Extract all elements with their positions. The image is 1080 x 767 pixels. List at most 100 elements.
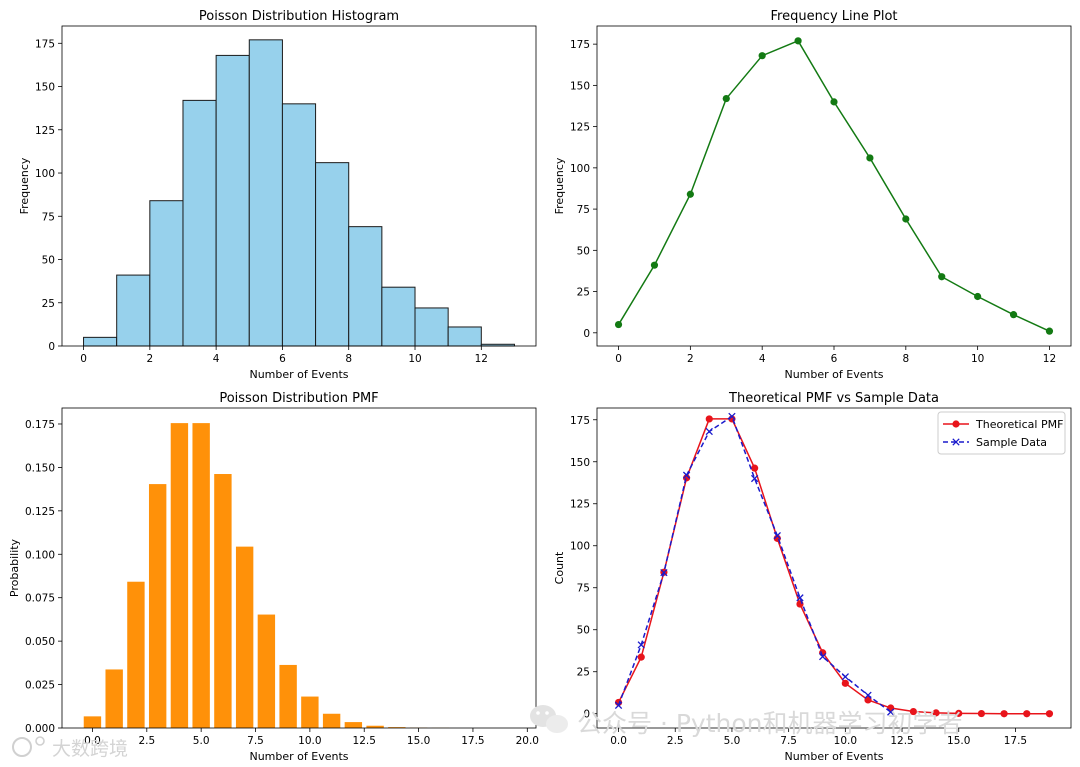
y-tick-label: 50	[577, 625, 590, 637]
sample-data-line	[617, 415, 892, 713]
histogram-bar	[182, 99, 217, 347]
pmf-bar	[344, 722, 363, 728]
x-tick-label: 6	[831, 353, 838, 365]
y-tick-label: 125	[570, 499, 590, 511]
x-axis-label: Number of Events	[249, 368, 348, 381]
sample-data-point	[614, 701, 623, 709]
pmf-bar	[301, 696, 319, 728]
x-tick-label: 8	[902, 353, 909, 365]
y-tick-label: 150	[35, 82, 55, 94]
y-tick-label: 0.075	[25, 593, 55, 605]
sample-data-point	[864, 691, 872, 699]
legend-label: Sample Data	[976, 436, 1047, 449]
watermark-text: 公众号 · Python和机器学习初学者	[577, 709, 963, 738]
pmf-bar	[127, 581, 145, 728]
x-tick-label: 17.5	[461, 735, 484, 747]
frequency-point	[650, 261, 659, 269]
theoretical-pmf-point	[705, 415, 713, 423]
histogram-bar	[447, 326, 482, 347]
frequency-point	[830, 98, 838, 106]
frequency-point	[1045, 327, 1054, 335]
histogram-bar	[281, 103, 317, 347]
x-tick-label: 0	[80, 353, 87, 365]
x-tick-label: 7.5	[780, 735, 797, 747]
sample-data-point	[887, 708, 895, 716]
x-tick-label: 2	[146, 353, 153, 365]
chart-title: Theoretical PMF vs Sample Data	[728, 391, 939, 406]
y-tick-label: 100	[35, 168, 55, 180]
axes-frame	[596, 407, 1072, 729]
x-tick-label: 4	[213, 353, 220, 365]
theoretical-pmf-point	[751, 464, 759, 472]
x-tick-label: 10	[971, 353, 984, 365]
y-tick-label: 175	[35, 38, 55, 50]
pmf-bar	[148, 484, 167, 728]
theoretical-pmf-point	[932, 709, 940, 717]
legend-marker	[952, 420, 960, 428]
y-tick-label: 0	[48, 341, 55, 353]
y-tick-label: 50	[42, 255, 55, 267]
legend-box	[937, 411, 1066, 455]
legend-marker	[952, 438, 960, 446]
x-tick-label: 12	[475, 353, 488, 365]
x-tick-label: 0.0	[610, 735, 627, 747]
pmf-bar	[322, 713, 341, 728]
x-tick-label: 0.0	[84, 735, 101, 747]
pmf-bar	[192, 423, 210, 728]
pmf-bar	[214, 474, 232, 728]
sample-data-point	[705, 427, 713, 436]
y-tick-label: 125	[35, 125, 55, 137]
sample-data-point	[841, 673, 849, 681]
x-tick-label: 8	[345, 353, 352, 365]
y-tick-label: 25	[577, 667, 590, 679]
pmf-bar	[366, 725, 384, 728]
theoretical-pmf-point	[909, 707, 917, 716]
x-tick-label: 15.0	[407, 735, 430, 747]
theoretical-pmf-point	[1000, 710, 1008, 718]
frequency-point	[938, 273, 946, 281]
y-tick-label: 150	[570, 80, 590, 92]
subplot-1: Poisson Distribution Histogram Number of …	[18, 9, 537, 381]
y-tick-label: 175	[570, 39, 590, 51]
x-axis-label: Number of Events	[249, 750, 348, 763]
sample-data-point	[682, 471, 691, 479]
histogram-bar	[381, 286, 416, 347]
frequency-point	[686, 190, 694, 198]
x-tick-label: 12.5	[890, 735, 913, 747]
sample-data-point	[796, 594, 804, 602]
x-tick-label: 2.5	[667, 735, 684, 747]
y-tick-label: 0	[583, 328, 590, 340]
x-tick-label: 10	[408, 353, 421, 365]
legend-entry: Sample Data	[943, 436, 1047, 449]
y-tick-label: 0.175	[25, 419, 55, 431]
x-tick-label: 10.0	[834, 735, 857, 747]
frequency-point	[866, 154, 874, 162]
x-tick-label: 17.5	[1004, 735, 1027, 747]
x-tick-label: 6	[279, 353, 286, 365]
y-axis-label: Probability	[8, 538, 21, 597]
pmf-bar	[170, 423, 189, 728]
x-tick-label: 4	[759, 353, 766, 365]
legend-entry: Theoretical PMF	[943, 418, 1063, 431]
sample-data-point	[728, 412, 736, 421]
frequency-point	[614, 320, 623, 329]
axes-frame	[61, 25, 537, 347]
axes-frame	[61, 407, 537, 729]
pmf-bar	[257, 614, 276, 728]
frequency-point	[902, 215, 910, 223]
y-axis-label: Frequency	[553, 157, 566, 214]
theoretical-pmf-point	[796, 600, 804, 608]
frequency-line	[617, 39, 1050, 332]
pmf-bar	[388, 727, 406, 728]
y-tick-label: 0.100	[25, 549, 55, 561]
wechat-icon	[530, 705, 568, 733]
x-tick-label: 12.5	[353, 735, 376, 747]
axes-frame	[596, 25, 1072, 347]
chart-title: Poisson Distribution PMF	[219, 391, 378, 406]
theoretical-pmf-point	[637, 653, 645, 661]
brand-logo-icon	[12, 736, 45, 757]
pmf-bar	[235, 546, 254, 728]
pmf-bar	[83, 716, 102, 728]
